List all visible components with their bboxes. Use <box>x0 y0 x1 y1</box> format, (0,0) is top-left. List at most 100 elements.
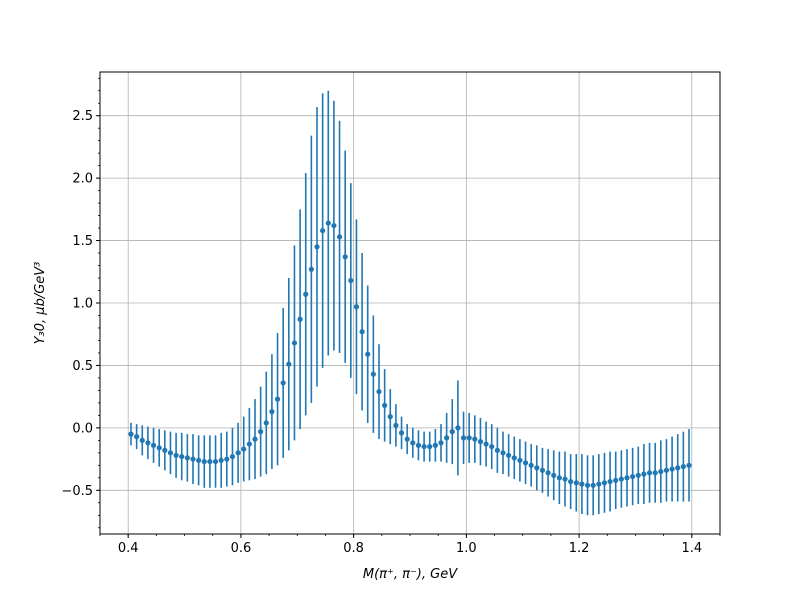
data-point <box>635 472 641 478</box>
data-point <box>252 436 258 442</box>
data-point <box>539 467 546 473</box>
data-point <box>308 266 314 272</box>
data-point <box>342 254 348 260</box>
data-point <box>675 465 681 471</box>
data-point <box>156 445 162 451</box>
y-tick-label: 1.0 <box>72 297 93 312</box>
data-point <box>280 380 286 386</box>
data-point <box>145 440 151 446</box>
y-axis-label: Y₃0, μb/GeV³ <box>33 262 48 345</box>
data-point <box>382 402 388 408</box>
data-point <box>601 480 608 486</box>
data-point <box>511 455 517 461</box>
data-point <box>139 437 145 443</box>
data-point <box>545 470 551 476</box>
data-point <box>303 291 309 297</box>
data-point <box>483 441 489 447</box>
data-point <box>348 277 354 284</box>
data-point <box>680 463 686 470</box>
data-point <box>269 409 275 415</box>
x-axis-label: M(π⁺, π⁻), GeV <box>363 567 458 582</box>
data-point <box>579 481 585 487</box>
data-point <box>398 430 405 436</box>
data-point <box>134 434 140 440</box>
data-point <box>438 440 444 446</box>
data-point <box>331 222 337 229</box>
data-point <box>618 476 624 482</box>
data-point <box>506 452 512 458</box>
data-point <box>167 450 174 456</box>
x-axis-ticks: 0.4 0.6 0.8 1.0 1.2 1.4 <box>99 534 721 556</box>
data-point <box>573 480 579 486</box>
data-point <box>184 455 190 461</box>
x-tick-label: 0.6 <box>231 541 252 556</box>
data-point <box>466 435 472 441</box>
data-point <box>162 447 168 453</box>
data-point <box>359 329 365 335</box>
data-point <box>274 396 281 402</box>
data-point <box>246 441 252 447</box>
y-tick-label: −0.5 <box>61 484 93 499</box>
data-point <box>190 456 196 462</box>
data-point <box>568 478 574 485</box>
data-point <box>365 351 371 357</box>
y-tick-label: 0.0 <box>72 421 93 436</box>
data-point <box>370 371 376 377</box>
data-point <box>596 481 602 487</box>
data-point <box>455 425 461 431</box>
data-point <box>314 244 320 250</box>
data-point <box>522 460 529 466</box>
data-point <box>646 470 653 476</box>
data-point <box>286 361 292 367</box>
x-tick-label: 0.4 <box>118 541 139 556</box>
data-point <box>630 473 636 480</box>
y-tick-label: 2.0 <box>72 172 93 187</box>
data-point <box>500 450 506 456</box>
data-point <box>393 422 399 428</box>
data-point <box>427 443 433 450</box>
data-point <box>297 316 303 322</box>
data-point <box>489 443 495 450</box>
x-tick-label: 1.0 <box>456 541 477 556</box>
data-point <box>218 457 224 463</box>
data-point <box>472 436 478 442</box>
data-point <box>669 466 675 472</box>
data-point <box>353 304 360 310</box>
x-tick-label: 1.4 <box>681 541 702 556</box>
y-axis-ticks: −0.5 0.0 0.5 1.0 1.5 2.0 2.5 <box>61 77 100 529</box>
grid <box>100 72 720 534</box>
data-point <box>551 472 557 478</box>
y-tick-label: 0.5 <box>72 359 93 374</box>
data-point <box>415 442 422 448</box>
data-point <box>320 227 326 234</box>
data-point <box>336 234 343 240</box>
data-point <box>449 429 455 435</box>
x-tick-label: 0.8 <box>343 541 364 556</box>
data-point <box>686 462 692 468</box>
data-point <box>128 431 134 437</box>
data-point <box>376 389 382 395</box>
data-point <box>613 477 619 483</box>
data-point <box>477 439 484 445</box>
data-point <box>562 476 568 482</box>
data-point <box>663 467 670 473</box>
data-point <box>201 458 207 465</box>
data-point <box>387 414 393 420</box>
data-point <box>207 458 213 465</box>
data-point <box>410 440 416 446</box>
data-point <box>179 453 185 460</box>
data-point <box>212 458 219 465</box>
data-point <box>235 450 241 456</box>
data-point <box>652 470 658 476</box>
data-point <box>528 462 534 468</box>
data-point <box>173 452 179 458</box>
data-point <box>641 471 647 477</box>
data-point <box>590 482 596 488</box>
data-point <box>421 443 427 450</box>
y-tick-label: 2.5 <box>72 109 93 124</box>
x-tick-label: 1.2 <box>569 541 590 556</box>
data-point <box>534 465 540 471</box>
data-point <box>229 453 236 460</box>
data-point <box>624 475 630 481</box>
data-point <box>658 468 664 475</box>
